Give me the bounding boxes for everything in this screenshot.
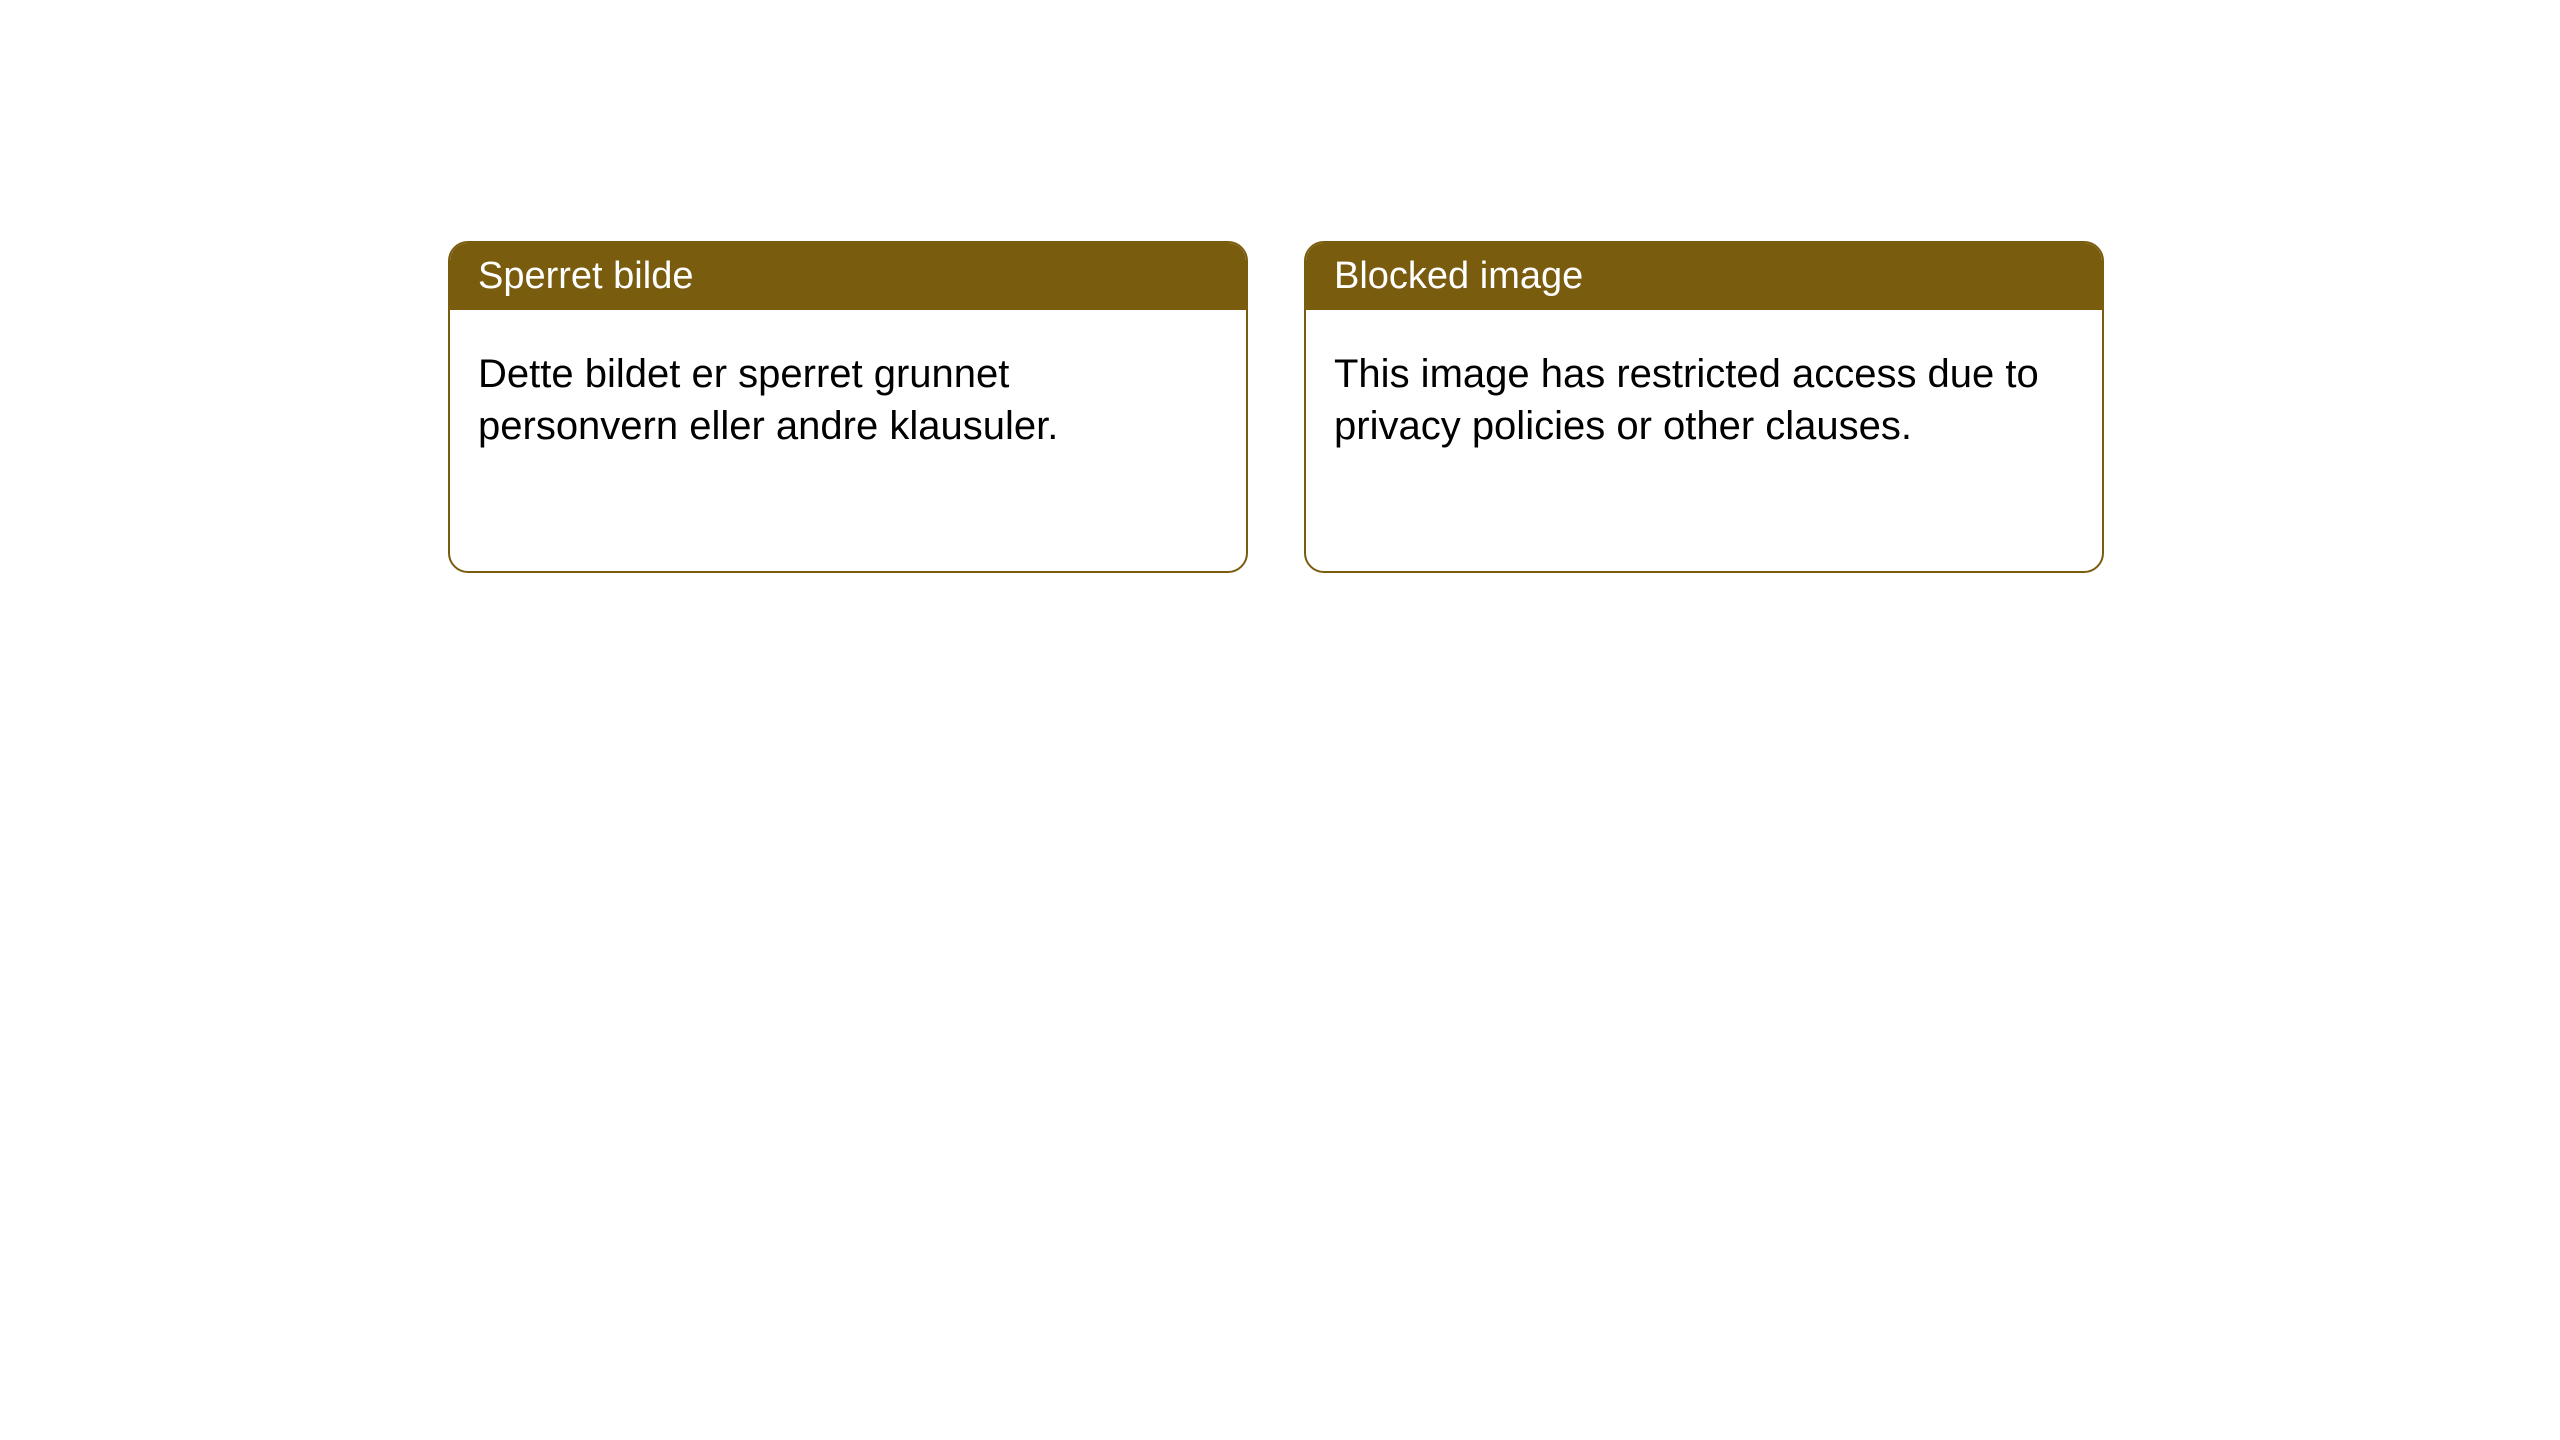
notice-card-norwegian: Sperret bilde Dette bildet er sperret gr… <box>448 241 1248 573</box>
card-title: Sperret bilde <box>450 243 1246 310</box>
card-body: Dette bildet er sperret grunnet personve… <box>450 310 1246 490</box>
card-title: Blocked image <box>1306 243 2102 310</box>
blocked-image-notices: Sperret bilde Dette bildet er sperret gr… <box>448 241 2104 573</box>
notice-card-english: Blocked image This image has restricted … <box>1304 241 2104 573</box>
card-body: This image has restricted access due to … <box>1306 310 2102 490</box>
